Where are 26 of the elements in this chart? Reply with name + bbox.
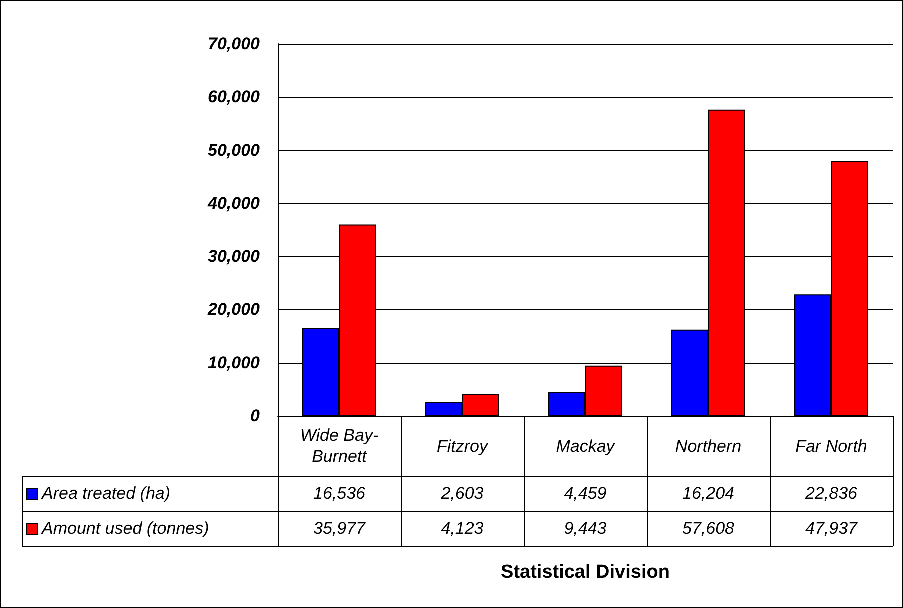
data-label: 2,603	[440, 483, 485, 505]
data-label: 47,937	[804, 518, 859, 540]
data-label: 4,459	[563, 483, 608, 505]
legend-label: Area treated (ha)	[42, 483, 171, 504]
y-tick-label: 20,000	[207, 300, 261, 320]
y-tick-label: 10,000	[208, 353, 261, 372]
y-tick-label: 70,000	[208, 34, 261, 54]
y-tick-label: 0	[250, 406, 261, 426]
data-label: 4,123	[440, 518, 485, 540]
y-tick-label: 60,000	[208, 88, 261, 107]
x-tick-label: Wide Bay-Burnett	[299, 425, 380, 468]
data-label: 35,977	[312, 518, 367, 540]
text: Statistical Division	[500, 562, 671, 584]
x-tick-label: Fitzroy	[436, 436, 490, 458]
y-tick-label: 30,000	[208, 247, 261, 266]
y-tick-label: 50,000	[208, 140, 261, 160]
x-tick-label: Mackay	[555, 436, 616, 458]
legend-label: Amount used (tonnes)	[42, 518, 210, 539]
data-label: 16,536	[312, 483, 366, 505]
x-tick-label: Northern	[674, 436, 743, 458]
data-label: 16,204	[682, 483, 736, 505]
data-label: 57,608	[682, 518, 736, 540]
y-tick-label: 40,000	[207, 194, 261, 213]
x-tick-label: Far North	[794, 436, 868, 458]
data-label: 9,443	[563, 518, 608, 540]
data-label: 22,836	[804, 483, 858, 505]
